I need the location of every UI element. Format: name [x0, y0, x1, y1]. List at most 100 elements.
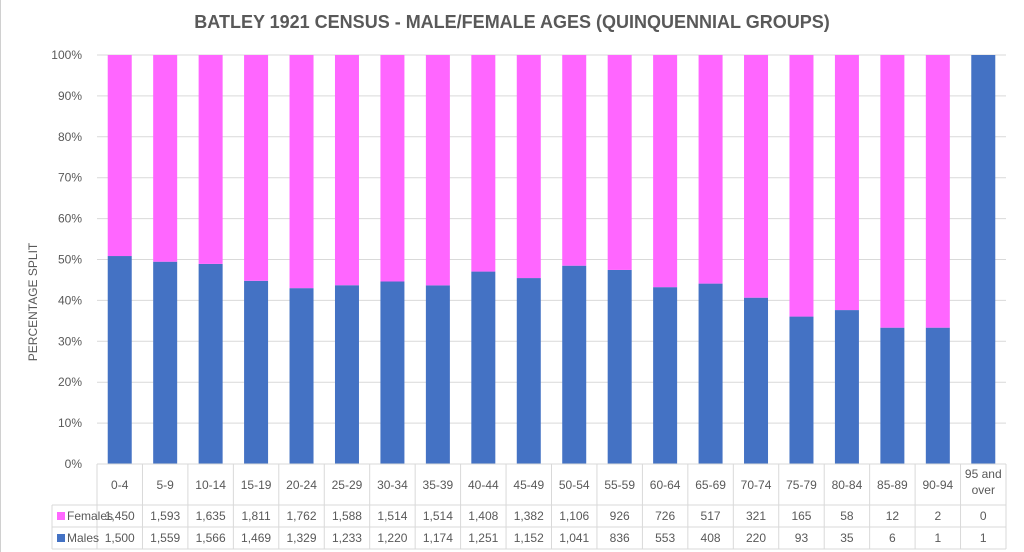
x-tick-label: 40-44	[468, 478, 499, 492]
x-tick-label: 90-94	[922, 478, 953, 492]
bar-females	[244, 55, 269, 281]
bar-males	[698, 283, 723, 464]
y-tick-label: 60%	[58, 212, 82, 226]
x-tick-label: 95 and	[965, 467, 1002, 481]
x-tick-label: 65-69	[695, 478, 726, 492]
bar-females	[880, 55, 905, 328]
legend-label-females: Females	[67, 509, 113, 523]
bar-males	[834, 310, 859, 464]
y-tick-label: 10%	[58, 416, 82, 430]
bar-males	[653, 287, 678, 464]
data-label-males: 1,174	[423, 531, 453, 545]
bar-females	[334, 55, 359, 286]
data-label-males: 1,233	[332, 531, 362, 545]
x-tick-label: 35-39	[423, 478, 454, 492]
legend-label-males: Males	[67, 531, 99, 545]
data-label-males: 1	[980, 531, 987, 545]
x-tick-label: 70-74	[741, 478, 772, 492]
bar-females	[834, 55, 859, 311]
y-tick-label: 90%	[58, 89, 82, 103]
bar-males	[153, 261, 178, 464]
legend-key-males	[57, 534, 65, 542]
x-tick-label: 75-79	[786, 478, 817, 492]
y-tick-label: 20%	[58, 375, 82, 389]
data-label-males: 1,152	[514, 531, 544, 545]
data-label-females: 1,450	[105, 509, 135, 523]
x-tick-label: 80-84	[832, 478, 863, 492]
bar-females	[562, 55, 587, 266]
gridlines	[97, 54, 1006, 465]
data-label-females: 1,514	[377, 509, 407, 523]
data-label-females: 0	[980, 509, 987, 523]
x-tick-label: over	[972, 483, 995, 497]
x-tick-label: 20-24	[286, 478, 317, 492]
data-label-females: 12	[886, 509, 900, 523]
x-tick-label: 15-19	[241, 478, 272, 492]
data-label-males: 408	[701, 531, 721, 545]
bar-males	[789, 316, 814, 464]
bar-males	[380, 281, 405, 464]
bar-females	[698, 55, 723, 284]
bar-males	[744, 297, 769, 464]
x-tick-label: 5-9	[157, 478, 175, 492]
bar-males	[334, 285, 359, 464]
data-label-females: 1,408	[468, 509, 498, 523]
y-tick-labels: 0% 10% 20% 30% 40% 50% 60% 70% 80% 90% 100%	[51, 48, 82, 471]
data-label-females: 1,762	[287, 509, 317, 523]
x-tick-label: 45-49	[513, 478, 544, 492]
bars	[107, 55, 996, 464]
data-label-females: 517	[701, 509, 721, 523]
data-label-males: 1,469	[241, 531, 271, 545]
data-label-females: 165	[791, 509, 811, 523]
data-label-females: 1,635	[196, 509, 226, 523]
bar-males	[607, 269, 632, 464]
bar-females	[153, 55, 178, 262]
data-label-females: 1,514	[423, 509, 453, 523]
y-tick-label: 30%	[58, 334, 82, 348]
data-label-males: 1	[934, 531, 941, 545]
bar-females	[471, 55, 496, 272]
data-table: 0-4 5-9 10-14 15-19 20-24 25-29 30-34 35-39 40-4…	[51, 463, 1007, 550]
x-tick-label: 30-34	[377, 478, 408, 492]
data-label-males: 1,220	[377, 531, 407, 545]
bar-females	[289, 55, 314, 289]
data-label-males: 1,041	[559, 531, 589, 545]
data-label-males: 93	[795, 531, 809, 545]
y-tick-label: 80%	[58, 130, 82, 144]
x-tick-label: 55-59	[604, 478, 635, 492]
data-label-males: 1,500	[105, 531, 135, 545]
data-label-males: 553	[655, 531, 675, 545]
x-tick-label: 10-14	[195, 478, 226, 492]
data-label-females: 926	[610, 509, 630, 523]
bar-males	[562, 265, 587, 464]
bar-males	[198, 263, 223, 464]
bar-males	[425, 285, 450, 464]
window-edge	[0, 0, 1, 552]
bar-females	[607, 55, 632, 270]
bar-males	[925, 327, 950, 464]
bar-males	[289, 288, 314, 464]
y-tick-label: 50%	[58, 253, 82, 267]
y-tick-label: 100%	[51, 48, 82, 62]
x-tick-label: 50-54	[559, 478, 590, 492]
bar-males	[880, 327, 905, 464]
data-label-females: 2	[934, 509, 941, 523]
data-label-females: 1,382	[514, 509, 544, 523]
data-label-males: 836	[610, 531, 630, 545]
bar-females	[653, 55, 678, 288]
data-label-males: 1,566	[196, 531, 226, 545]
y-tick-label: 70%	[58, 171, 82, 185]
bar-males	[971, 55, 996, 464]
y-tick-label: 0%	[65, 457, 83, 471]
bar-females	[925, 55, 950, 328]
bar-females	[516, 55, 541, 279]
y-tick-label: 40%	[58, 293, 82, 307]
bar-females	[380, 55, 405, 282]
bar-males	[244, 280, 269, 464]
x-tick-label: 85-89	[877, 478, 908, 492]
data-label-females: 58	[840, 509, 854, 523]
x-tick-label: 60-64	[650, 478, 681, 492]
data-label-females: 1,588	[332, 509, 362, 523]
x-tick-label: 0-4	[111, 478, 129, 492]
